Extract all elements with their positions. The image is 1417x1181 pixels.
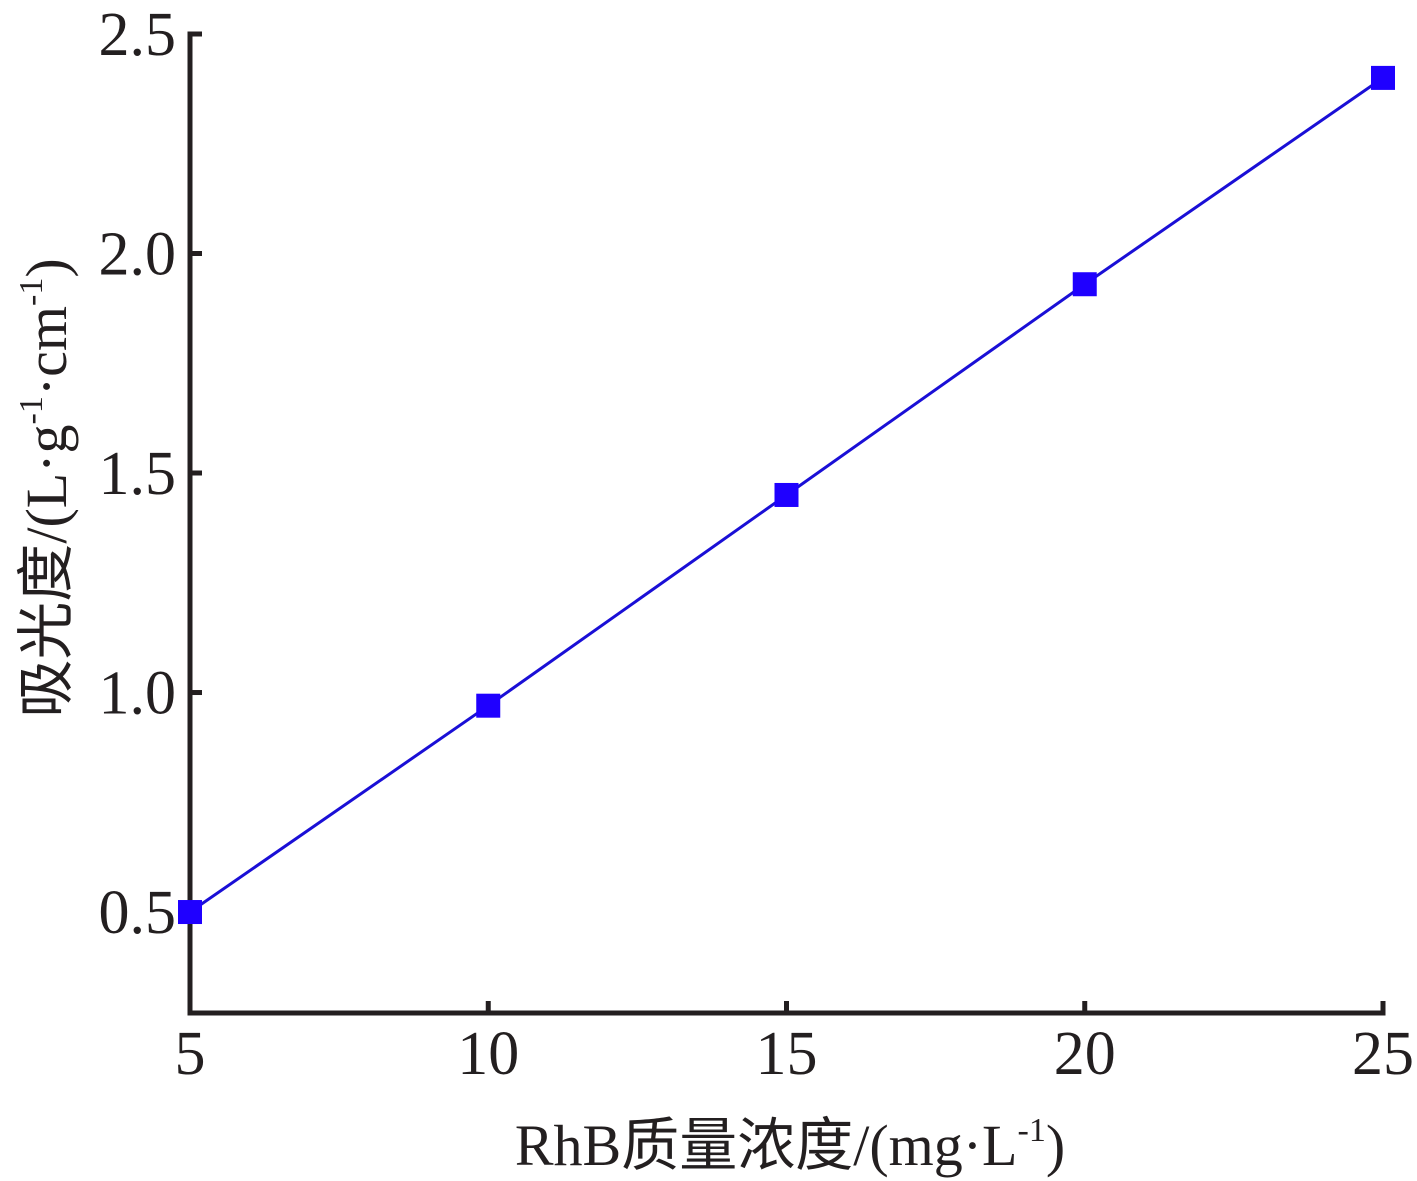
y-tick-label: 1.0 <box>99 660 177 728</box>
x-tick-label: 25 <box>1352 1020 1414 1088</box>
axes <box>187 31 1386 1016</box>
y-axis-label: 吸光度/(L·g-1·cm-1) <box>13 258 79 717</box>
series <box>178 65 1395 925</box>
x-axis-label: RhB质量浓度/(mg·L-1) <box>515 1112 1065 1178</box>
x-axis-label-main: RhB质量浓度/(mg·L <box>515 1113 1018 1178</box>
y-ticks: 0.5 1.0 1.5 2.0 2.5 <box>99 1 202 947</box>
data-point <box>476 693 501 718</box>
y-axis-label-part1: 吸光度/(L·g <box>14 424 79 717</box>
data-point <box>774 482 799 507</box>
y-axis-label-close: ) <box>14 258 79 277</box>
y-axis-label-sup1: -1 <box>13 396 50 424</box>
x-axis-label-sup: -1 <box>1018 1112 1046 1149</box>
x-axis-label-close: ) <box>1046 1113 1065 1178</box>
x-tick-label: 20 <box>1054 1020 1116 1088</box>
y-tick-label: 1.5 <box>99 440 177 508</box>
y-axis-label-sup2: -1 <box>13 278 50 306</box>
x-tick-label: 5 <box>175 1020 206 1088</box>
y-tick-label: 2.0 <box>99 221 177 289</box>
x-tick-label: 15 <box>756 1020 818 1088</box>
y-tick-label: 0.5 <box>99 879 177 947</box>
x-tick-label: 10 <box>457 1020 519 1088</box>
data-point <box>178 900 202 925</box>
y-axis-label-part2: ·cm <box>14 306 79 396</box>
y-tick-label: 2.5 <box>99 1 177 69</box>
data-point <box>1072 272 1097 297</box>
x-ticks: 5 10 15 20 25 <box>175 1001 1414 1088</box>
data-point <box>1371 65 1395 90</box>
